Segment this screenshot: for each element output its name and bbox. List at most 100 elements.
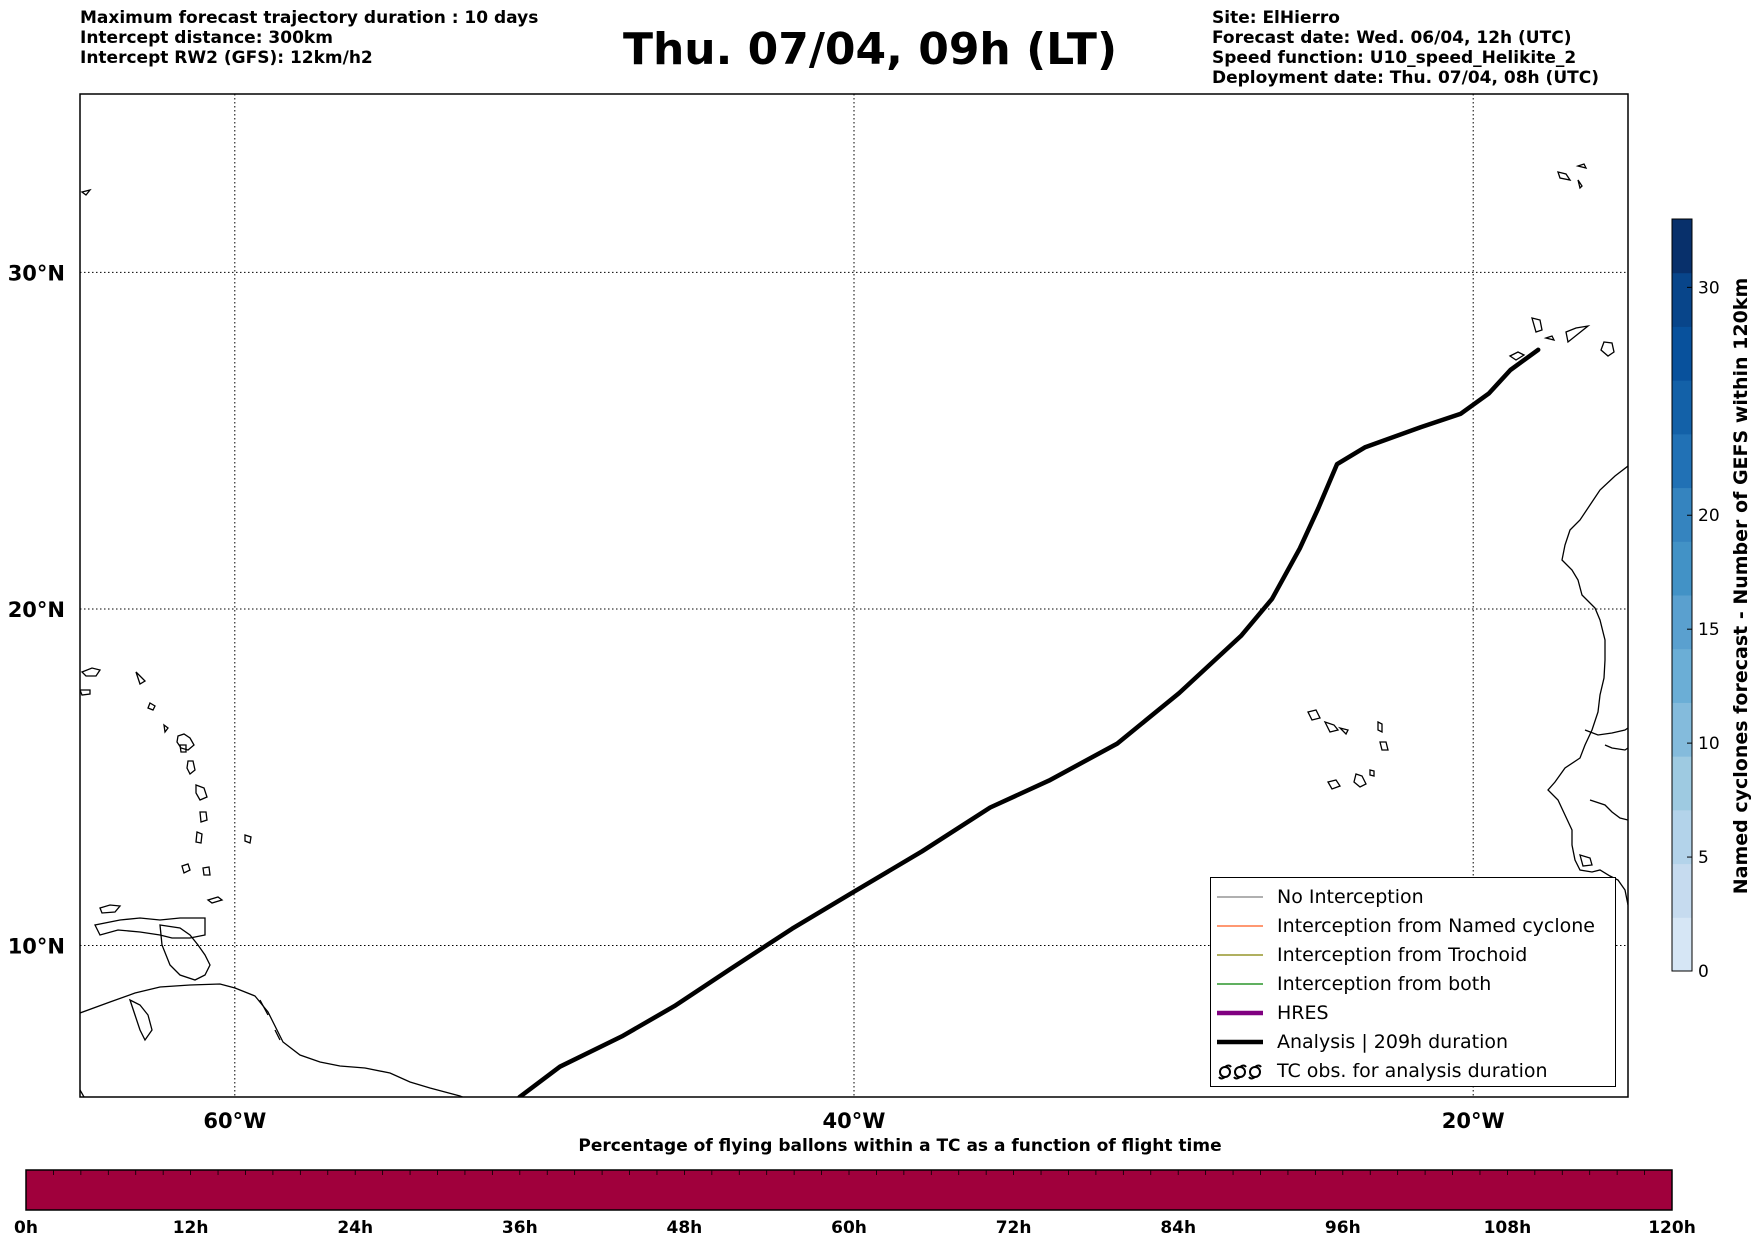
- barbados: [244, 834, 252, 844]
- cape-verde-6: [1327, 779, 1341, 790]
- deployment-date-text: Deployment date: Thu. 07/04, 08h (UTC): [1212, 68, 1599, 88]
- percentage-tick-label: 0h: [14, 1218, 38, 1238]
- sa-coast-west-2: [128, 998, 153, 1042]
- cape-verde-8: [1369, 769, 1375, 777]
- latitude-labels: 30°N 20°N 10°N: [8, 261, 65, 958]
- percentage-bar-ticks: 0h 12h 24h 36h 48h 60h 72h 84h 96h 108h 120h: [14, 1218, 1696, 1238]
- percentage-tick-label: 36h: [502, 1218, 538, 1238]
- lesser-antilles-2: [186, 760, 196, 776]
- west-africa-coast: [1547, 465, 1628, 906]
- colorbar-segment: [1672, 702, 1692, 757]
- colorbar-segment: [1672, 433, 1692, 489]
- west-africa-coast-3: [1604, 744, 1628, 751]
- lesser-antilles-7: [202, 866, 211, 876]
- legend-swatch: [1217, 923, 1263, 929]
- lat-label-10n: 10°N: [8, 935, 65, 959]
- colorbar-segment: [1672, 487, 1692, 542]
- percentage-tick-label: 72h: [996, 1218, 1032, 1238]
- site-info: Site: ElHierro Forecast date: Wed. 06/04…: [1212, 8, 1599, 88]
- lesser-antilles-5: [195, 831, 203, 844]
- leeward-3: [135, 671, 147, 685]
- cape-verde-3: [1337, 726, 1349, 736]
- tobago: [206, 896, 224, 904]
- longitude-labels: 60°W 40°W 20°W: [203, 1109, 1504, 1133]
- max-duration-text: Maximum forecast trajectory duration : 1…: [80, 8, 539, 28]
- trinidad-venezuela: [159, 924, 211, 981]
- percentage-tick-label: 12h: [173, 1218, 209, 1238]
- legend: No Interception Interception from Named …: [1210, 877, 1616, 1087]
- colorbar-segment: [1672, 541, 1692, 596]
- percentage-tick-label: 120h: [1648, 1218, 1696, 1238]
- colorbar-segment: [1672, 380, 1692, 435]
- lesser-antilles-3: [195, 784, 208, 801]
- legend-label: Interception from both: [1277, 972, 1492, 995]
- legend-item-analysis: Analysis | 209h duration: [1211, 1027, 1615, 1056]
- colorbar-frame: [1671, 218, 1693, 972]
- legend-item-trochoid: Interception from Trochoid: [1211, 940, 1615, 969]
- percentage-bar: [25, 1169, 1673, 1211]
- forecast-date-text: Forecast date: Wed. 06/04, 12h (UTC): [1212, 28, 1572, 48]
- legend-item-no-interception: No Interception: [1211, 882, 1615, 911]
- speed-function-text: Speed function: U10_speed_Helikite_2: [1212, 48, 1577, 68]
- cape-verde-5: [1379, 741, 1389, 751]
- forecast-parameters: Maximum forecast trajectory duration : 1…: [80, 8, 538, 68]
- colorbar-tick-label: 20: [1698, 506, 1720, 526]
- colorbar-tick-label: 10: [1698, 734, 1720, 754]
- percentage-tick-label: 84h: [1160, 1218, 1196, 1238]
- lesser-antilles-1: [176, 733, 195, 751]
- legend-label: Interception from Trochoid: [1277, 943, 1528, 966]
- canary-1: [1531, 317, 1543, 333]
- margarita-island: [99, 904, 122, 914]
- site-text: Site: ElHierro: [1212, 8, 1340, 28]
- colorbar-tick-label: 5: [1698, 848, 1709, 868]
- legend-item-named-cyclone: Interception from Named cyclone: [1211, 911, 1615, 940]
- canary-2: [1565, 324, 1591, 344]
- cape-verde-7: [1353, 773, 1367, 788]
- colorbar-tick-label: 30: [1698, 278, 1720, 298]
- madeira: [1557, 171, 1572, 181]
- legend-swatch: [1217, 1038, 1263, 1046]
- lesser-antilles-4: [199, 811, 208, 823]
- leeward-4: [147, 702, 156, 711]
- paria-peninsula: [94, 917, 206, 939]
- leeward-1: [80, 667, 102, 677]
- colorbar-segment: [1672, 219, 1692, 274]
- lon-label-60w: 60°W: [203, 1109, 266, 1133]
- cape-verde-4: [1377, 720, 1383, 734]
- lat-label-30n: 30°N: [8, 261, 65, 285]
- leeward-5: [163, 723, 169, 734]
- legend-item-tc-obs: TC obs. for analysis duration: [1211, 1056, 1615, 1085]
- canary-5: [1543, 335, 1556, 341]
- colorbar-segment: [1672, 595, 1692, 650]
- colorbar-title: Named cyclones forecast - Number of GEFS…: [1730, 277, 1752, 895]
- legend-swatch: [1217, 1009, 1263, 1017]
- intercept-rw2-text: Intercept RW2 (GFS): 12km/h2: [80, 48, 373, 68]
- percentage-bar-minor-ticks: [25, 1170, 1673, 1175]
- legend-label: Analysis | 209h duration: [1277, 1030, 1509, 1053]
- colorbar-tick-label: 0: [1698, 962, 1709, 982]
- lon-label-20w: 20°W: [1442, 1109, 1505, 1133]
- colorbar-segment: [1672, 648, 1692, 703]
- lon-label-40w: 40°W: [823, 1109, 886, 1133]
- colorbar-segment: [1672, 917, 1692, 972]
- cape-verde-1: [1307, 709, 1321, 721]
- canary-3: [1600, 341, 1615, 357]
- page-title: Thu. 07/04, 09h (LT): [622, 24, 1118, 75]
- percentage-tick-label: 96h: [1325, 1218, 1361, 1238]
- colorbar-tick-label: 15: [1698, 620, 1720, 640]
- colorbar-segment: [1672, 272, 1692, 327]
- legend-item-hres: HRES: [1211, 998, 1615, 1027]
- colorbar-segment: [1672, 809, 1692, 865]
- percentage-tick-label: 48h: [667, 1218, 703, 1238]
- lat-label-20n: 20°N: [8, 598, 65, 622]
- analysis-trajectory: [517, 347, 1541, 1097]
- sa-small-islands: [259, 999, 281, 1041]
- legend-swatch: [1217, 981, 1263, 987]
- canary-4: [1508, 351, 1526, 361]
- legend-item-both: Interception from both: [1211, 969, 1615, 998]
- west-africa-coast-lower: [1584, 727, 1628, 736]
- coastlines: [80, 163, 1628, 1097]
- lesser-antilles-8: [179, 744, 187, 753]
- legend-label: HRES: [1277, 1001, 1329, 1024]
